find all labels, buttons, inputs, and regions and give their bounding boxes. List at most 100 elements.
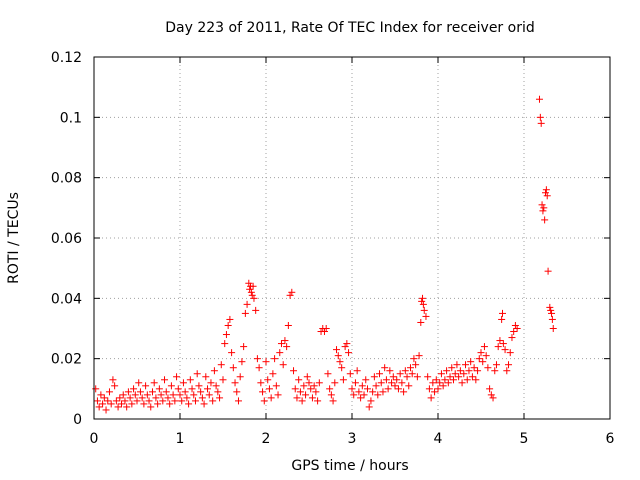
data-point (417, 318, 425, 326)
data-point (250, 294, 258, 302)
data-point (456, 367, 464, 375)
data-point (305, 379, 313, 387)
x-tick-labels: 0 1 2 3 4 5 6 (90, 431, 615, 447)
data-point (367, 397, 375, 405)
x-tick-label: 2 (262, 431, 271, 447)
data-point (161, 376, 169, 384)
data-point (542, 186, 550, 194)
data-point (370, 373, 378, 381)
data-point (462, 361, 470, 369)
data-point (484, 364, 492, 372)
data-point (150, 379, 158, 387)
data-point (357, 394, 365, 402)
data-point (326, 385, 334, 393)
data-point (95, 403, 103, 411)
data-point (449, 376, 457, 384)
data-point (463, 376, 471, 384)
data-point (272, 382, 280, 390)
data-point (320, 328, 328, 336)
data-point (240, 343, 248, 351)
data-points (92, 95, 557, 414)
data-point (119, 391, 127, 399)
data-point (401, 367, 409, 375)
data-point (293, 394, 301, 402)
y-tick-label: 0.06 (51, 231, 82, 247)
data-point (308, 394, 316, 402)
data-point (384, 385, 392, 393)
data-point (400, 388, 408, 396)
data-point (506, 349, 514, 357)
data-point (486, 385, 494, 393)
data-point (419, 294, 427, 302)
data-point (455, 373, 463, 381)
data-point (166, 400, 174, 408)
data-point (336, 358, 344, 366)
data-point (412, 361, 420, 369)
data-point (195, 382, 203, 390)
data-point (448, 364, 456, 372)
data-point (331, 379, 339, 387)
data-point (474, 367, 482, 375)
data-point (118, 400, 126, 408)
data-point (226, 315, 234, 323)
data-point (489, 394, 497, 402)
data-point (431, 388, 439, 396)
data-point (253, 355, 261, 363)
data-point (197, 388, 205, 396)
data-point (290, 367, 298, 375)
data-point (413, 373, 421, 381)
data-point (104, 397, 112, 405)
data-point (542, 189, 549, 197)
data-point (155, 385, 163, 393)
data-point (444, 379, 452, 387)
data-point (376, 370, 384, 378)
data-point (334, 352, 342, 360)
data-point (154, 400, 162, 408)
data-point (188, 385, 196, 393)
data-point (479, 358, 487, 366)
data-point (162, 388, 170, 396)
data-point (224, 321, 232, 329)
data-point (543, 192, 551, 200)
data-point (405, 382, 413, 390)
data-point (391, 382, 399, 390)
data-point (548, 309, 556, 317)
data-point (538, 201, 546, 209)
data-point (434, 385, 442, 393)
data-point (231, 379, 239, 387)
data-point (228, 349, 236, 357)
data-point (147, 403, 155, 411)
data-point (329, 397, 337, 405)
data-point (348, 385, 356, 393)
data-point (429, 379, 437, 387)
data-point (128, 400, 136, 408)
data-point (264, 376, 272, 384)
data-point (458, 379, 466, 387)
data-point (191, 397, 199, 405)
y-tick-label: 0.1 (60, 110, 82, 126)
data-point (249, 282, 257, 290)
data-point (549, 325, 557, 332)
data-point (233, 388, 241, 396)
data-point (363, 385, 371, 393)
data-point (269, 370, 277, 378)
data-point (539, 207, 547, 215)
data-point (501, 346, 509, 354)
data-point (173, 373, 181, 381)
data-point (238, 358, 246, 366)
data-point (123, 403, 131, 411)
data-point (536, 113, 544, 121)
data-point (312, 388, 320, 396)
data-point (183, 394, 191, 402)
data-point (107, 400, 115, 408)
data-point (487, 391, 495, 399)
data-point (303, 373, 311, 381)
data-point (159, 397, 167, 405)
data-point (219, 376, 227, 384)
data-point (148, 388, 156, 396)
data-point (537, 119, 545, 127)
data-point (475, 355, 483, 363)
axis-ticks (93, 56, 611, 420)
data-point (439, 382, 447, 390)
data-point (338, 364, 346, 372)
